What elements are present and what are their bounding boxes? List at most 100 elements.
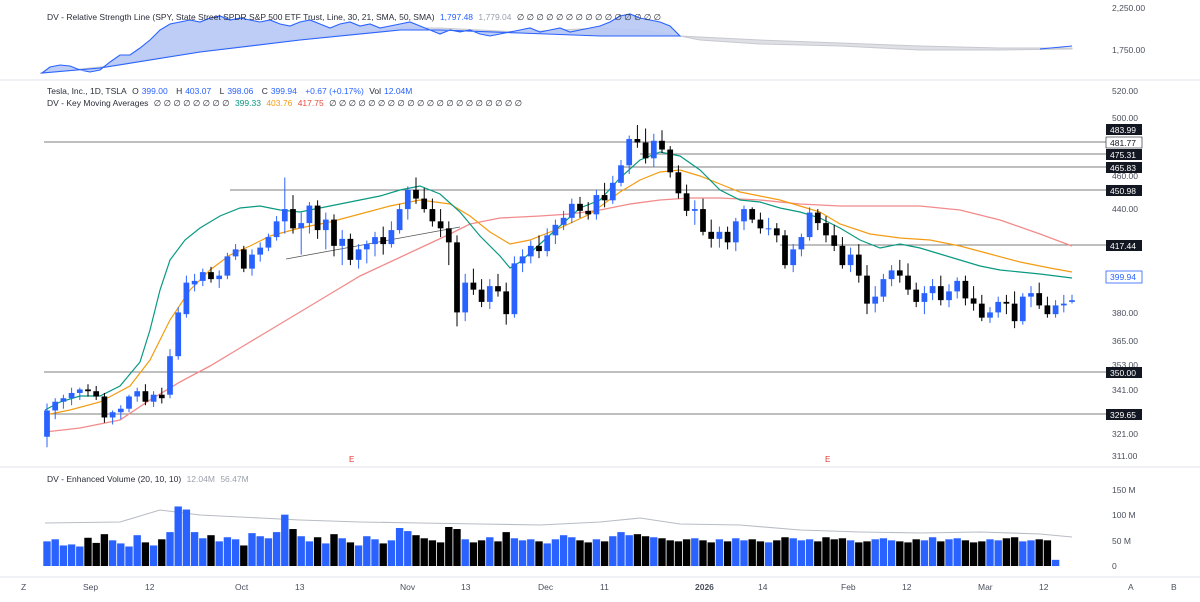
candle[interactable] xyxy=(257,242,264,262)
candle[interactable] xyxy=(757,212,764,234)
candle[interactable] xyxy=(560,210,567,231)
volume-bar[interactable] xyxy=(543,543,551,566)
earnings-marker-2[interactable]: E xyxy=(825,455,830,464)
volume-bar[interactable] xyxy=(133,535,141,566)
volume-bar[interactable] xyxy=(1043,540,1052,566)
volume-bar[interactable] xyxy=(371,539,379,566)
volume-bar[interactable] xyxy=(108,540,117,566)
candle[interactable] xyxy=(962,275,969,306)
volume-bar[interactable] xyxy=(600,541,609,566)
volume-bar[interactable] xyxy=(412,535,420,566)
candle[interactable] xyxy=(44,403,50,448)
volume-bar[interactable] xyxy=(887,540,896,566)
candle[interactable] xyxy=(322,212,329,250)
candle[interactable] xyxy=(240,245,247,273)
volume-bar[interactable] xyxy=(863,541,871,566)
volume-bar[interactable] xyxy=(969,542,978,566)
candle[interactable] xyxy=(896,259,903,283)
candle[interactable] xyxy=(823,216,829,243)
volume-bar[interactable] xyxy=(149,545,158,566)
candle[interactable] xyxy=(1044,296,1051,318)
candle[interactable] xyxy=(183,275,190,318)
candle[interactable] xyxy=(519,249,526,273)
candle[interactable] xyxy=(626,135,633,175)
volume-bar[interactable] xyxy=(51,539,59,566)
volume-bar[interactable] xyxy=(59,545,68,566)
volume-bar[interactable] xyxy=(592,539,601,566)
candle[interactable] xyxy=(109,410,116,425)
candle[interactable] xyxy=(224,252,231,280)
volume-bar[interactable] xyxy=(822,537,830,566)
candle[interactable] xyxy=(339,230,346,266)
volume-bar[interactable] xyxy=(650,537,658,566)
volume-bar[interactable] xyxy=(494,541,502,566)
volume-bar[interactable] xyxy=(166,532,174,566)
candle[interactable] xyxy=(634,125,641,148)
candle[interactable] xyxy=(454,235,460,327)
volume-bar[interactable] xyxy=(568,537,576,566)
candle[interactable] xyxy=(511,256,518,318)
volume-bar[interactable] xyxy=(715,539,724,566)
volume-bar[interactable] xyxy=(855,542,863,566)
candle[interactable] xyxy=(716,226,723,248)
candle[interactable] xyxy=(134,387,141,402)
candle[interactable] xyxy=(568,198,575,224)
candle[interactable] xyxy=(281,177,288,234)
earnings-marker-1[interactable]: E xyxy=(349,455,354,464)
candle[interactable] xyxy=(839,237,846,269)
volume-bar[interactable] xyxy=(617,532,625,566)
volume-bar[interactable] xyxy=(248,533,256,566)
volume-bar[interactable] xyxy=(215,541,223,566)
candle[interactable] xyxy=(798,233,805,257)
volume-bar[interactable] xyxy=(84,537,92,566)
kma-legend-label[interactable]: DV - Key Moving Averages xyxy=(47,98,149,108)
candle[interactable] xyxy=(76,387,83,400)
volume-bar[interactable] xyxy=(674,541,683,566)
candle[interactable] xyxy=(995,296,1002,318)
candle[interactable] xyxy=(593,189,600,220)
volume-bar[interactable] xyxy=(805,539,814,566)
candle[interactable] xyxy=(708,219,715,248)
candle[interactable] xyxy=(831,224,838,252)
volume-bar[interactable] xyxy=(199,538,207,566)
volume-bar[interactable] xyxy=(625,535,633,566)
candle[interactable] xyxy=(117,405,124,420)
volume-bar[interactable] xyxy=(469,542,478,566)
volume-bar[interactable] xyxy=(256,536,264,566)
candle[interactable] xyxy=(724,226,731,250)
candle[interactable] xyxy=(544,228,551,257)
volume-bar[interactable] xyxy=(67,544,76,566)
volume-bar[interactable] xyxy=(76,546,84,566)
volume-bar[interactable] xyxy=(174,506,182,566)
candle[interactable] xyxy=(363,240,370,264)
candle[interactable] xyxy=(142,384,149,406)
volume-bar[interactable] xyxy=(535,541,543,566)
candle[interactable] xyxy=(199,268,206,287)
candle[interactable] xyxy=(413,177,419,204)
candle[interactable] xyxy=(429,198,436,227)
volume-bar[interactable] xyxy=(223,537,232,566)
volume-bar[interactable] xyxy=(338,538,346,566)
volume-bar[interactable] xyxy=(781,537,789,566)
candle[interactable] xyxy=(970,286,977,311)
candle[interactable] xyxy=(913,282,920,308)
candle[interactable] xyxy=(503,282,510,325)
candle[interactable] xyxy=(577,196,583,218)
candle[interactable] xyxy=(978,294,985,322)
candle[interactable] xyxy=(872,286,879,313)
volume-bar[interactable] xyxy=(363,536,371,566)
volume-bar[interactable] xyxy=(609,536,617,566)
candle[interactable] xyxy=(921,286,928,315)
volume-bar[interactable] xyxy=(510,538,519,566)
volume-bar[interactable] xyxy=(289,529,297,566)
candle[interactable] xyxy=(864,265,870,315)
candle[interactable] xyxy=(946,284,952,308)
volume-bar[interactable] xyxy=(527,539,535,566)
candle[interactable] xyxy=(232,244,239,260)
candle[interactable] xyxy=(937,275,944,306)
volume-bar[interactable] xyxy=(748,539,756,566)
candle[interactable] xyxy=(601,182,608,208)
candle[interactable] xyxy=(929,279,936,301)
candle[interactable] xyxy=(1036,282,1043,309)
volume-bar[interactable] xyxy=(814,541,822,566)
